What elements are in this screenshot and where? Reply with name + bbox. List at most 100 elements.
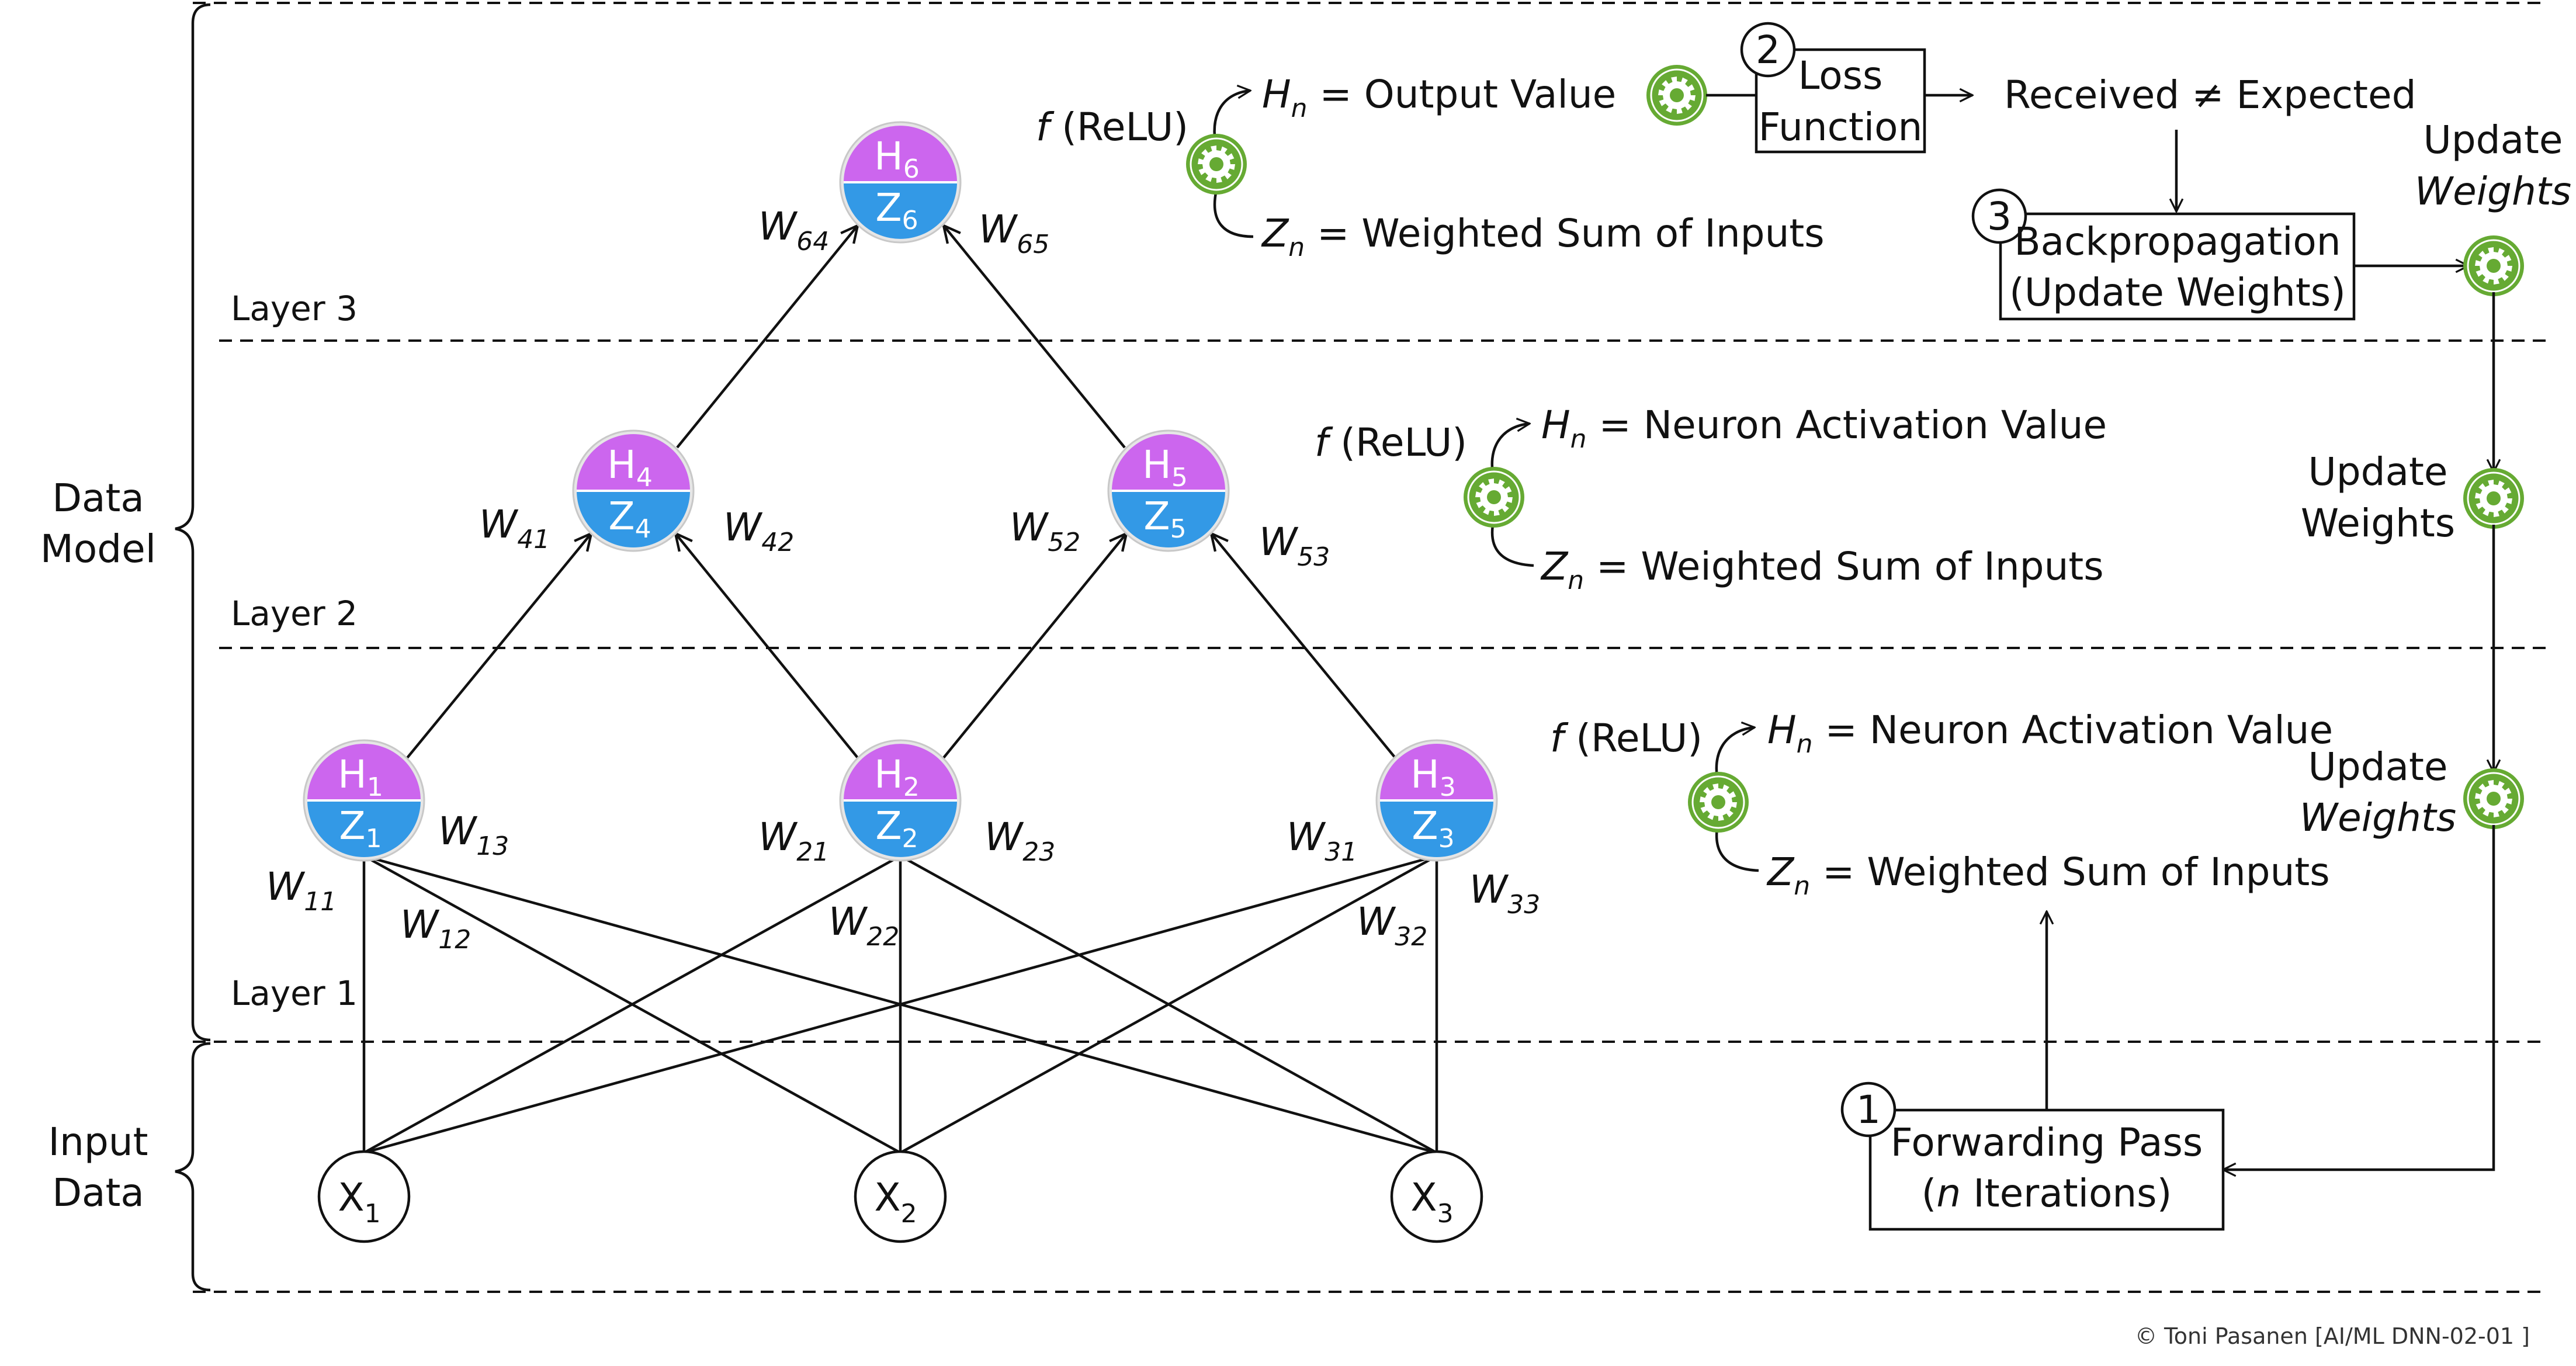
neuron-h-label: H [1142, 442, 1171, 487]
weight-label: W [723, 505, 763, 550]
conn-x3-h2 [899, 855, 1438, 1154]
svg-text:Z5: Z5 [1143, 494, 1186, 544]
svg-text:Z4: Z4 [608, 494, 651, 544]
activation-l1-z-var: Z [1766, 850, 1795, 895]
weight-sub: 23 [1022, 837, 1055, 867]
conn-x3-h1 [363, 854, 1437, 1154]
activation-l2-h-text: = Neuron Activation Value [1587, 403, 2107, 448]
step-2-badge [1740, 22, 1796, 78]
svg-text:W13: W13 [438, 809, 509, 861]
activation-l3-h-var: H [1262, 72, 1291, 117]
neuron-h-half [844, 126, 957, 182]
received-expected-text: Received ≠ Expected [2004, 72, 2416, 117]
svg-text:Zn = Weighted Sum of Inputs: Zn = Weighted Sum of Inputs [1261, 211, 1825, 262]
svg-text:Z1: Z1 [339, 803, 382, 854]
gear-low-to-forward-arrow [2223, 825, 2495, 1170]
svg-text:f (ReLU): f (ReLU) [1550, 716, 1703, 761]
svg-text:f (ReLU): f (ReLU) [1036, 105, 1188, 150]
layer-separators [193, 2, 2547, 1293]
input-data-label-2: Data [52, 1170, 144, 1215]
gear-icon [2463, 468, 2524, 529]
update-mid-label-1: Update [2308, 449, 2447, 494]
step-1-number: 1 [1856, 1087, 1881, 1132]
svg-text:H1: H1 [338, 752, 383, 802]
gear-ring [1691, 775, 1745, 829]
activation-l2-curve-down [1490, 518, 1534, 567]
neuron-z-sub: 2 [902, 824, 918, 854]
input-x2-label: X [874, 1175, 900, 1220]
svg-text:X2: X2 [874, 1175, 917, 1229]
svg-text:W65: W65 [979, 207, 1049, 259]
activation-layer2: f (ReLU) Hn = Neuron Activation Value Zn… [1315, 403, 2107, 595]
neuron-h-label: H [874, 752, 903, 797]
svg-text:H6: H6 [874, 134, 920, 184]
svg-text:H3: H3 [1410, 752, 1456, 802]
svg-text:W41: W41 [479, 502, 550, 554]
gear-hub [1487, 490, 1501, 504]
neuron-h-sub: 1 [367, 772, 383, 802]
input-data-brace [175, 1042, 211, 1292]
update-low-label-2: Weights [2300, 795, 2456, 840]
input-x3-label: X [1410, 1175, 1437, 1220]
process-flow: 2 Loss Function Received ≠ Expected 3 Ba… [1646, 22, 2571, 1231]
svg-text:W22: W22 [828, 899, 899, 952]
gear-ring [2467, 772, 2520, 826]
neuron-z-half [577, 491, 690, 547]
weight-sub: 31 [1325, 837, 1357, 867]
data-model-brace [175, 3, 211, 1042]
activation-l2-relu: (ReLU) [1328, 420, 1467, 465]
gear-icon [1464, 467, 1524, 528]
arrow-h3-h5 [1211, 533, 1396, 759]
neuron-z-sub: 3 [1438, 824, 1455, 854]
svg-text:Hn = Neuron Activation Value: Hn = Neuron Activation Value [1767, 708, 2333, 759]
arrow-h2-h5 [942, 533, 1126, 759]
activation-l1-h-text: = Neuron Activation Value [1813, 708, 2334, 753]
weight-label: W [1259, 519, 1299, 564]
weight-label: W [266, 864, 306, 909]
step-3-number: 3 [1987, 194, 2012, 239]
weight-sub: 12 [438, 925, 471, 955]
gear-icon [1186, 134, 1247, 195]
weight-label: W [1287, 814, 1326, 859]
backprop-line2: (Update Weights) [2009, 270, 2346, 315]
update-top-label-1: Update [2423, 117, 2563, 162]
svg-text:W31: W31 [1287, 814, 1357, 867]
weight-label: W [479, 502, 519, 547]
neuron-h-half [1112, 434, 1225, 491]
neuron-z-label: Z [1143, 494, 1170, 539]
activation-l3-z-sub: n [1288, 233, 1305, 262]
neuron-h-half [844, 744, 957, 800]
activation-l3-h-text: = Output Value [1308, 72, 1617, 117]
layer-2-label: Layer 2 [231, 594, 358, 633]
activation-l2-h-var: H [1541, 403, 1570, 448]
svg-text:W21: W21 [758, 814, 829, 867]
gear-icon [2463, 235, 2524, 296]
svg-text:X1: X1 [338, 1175, 380, 1229]
step-3-badge [1971, 188, 2027, 244]
activation-l1-h-var: H [1767, 708, 1797, 753]
gear-icon [1646, 65, 1707, 126]
weight-sub: 64 [796, 227, 829, 256]
svg-text:W42: W42 [723, 505, 794, 557]
gear-hub [2487, 259, 2501, 273]
conn-x2-h1 [363, 855, 902, 1154]
input-x2-sub: 2 [901, 1199, 917, 1229]
gear-icon [2463, 768, 2524, 829]
weight-sub: 65 [1017, 230, 1049, 259]
backpropagation-box [1999, 212, 2356, 321]
svg-text:f (ReLU): f (ReLU) [1315, 420, 1467, 465]
gear-hub [2487, 792, 2501, 806]
neuron-h-half [307, 744, 421, 800]
weight-label: W [1357, 899, 1396, 944]
input-x3-sub: 3 [1437, 1199, 1454, 1229]
weight-label: W [758, 814, 798, 859]
data-model-label-2: Model [40, 526, 156, 571]
activation-l3-h-sub: n [1291, 93, 1308, 123]
weight-sub: 33 [1507, 890, 1540, 920]
input-x1-sub: 1 [365, 1199, 381, 1229]
gear-hub [1209, 157, 1223, 171]
